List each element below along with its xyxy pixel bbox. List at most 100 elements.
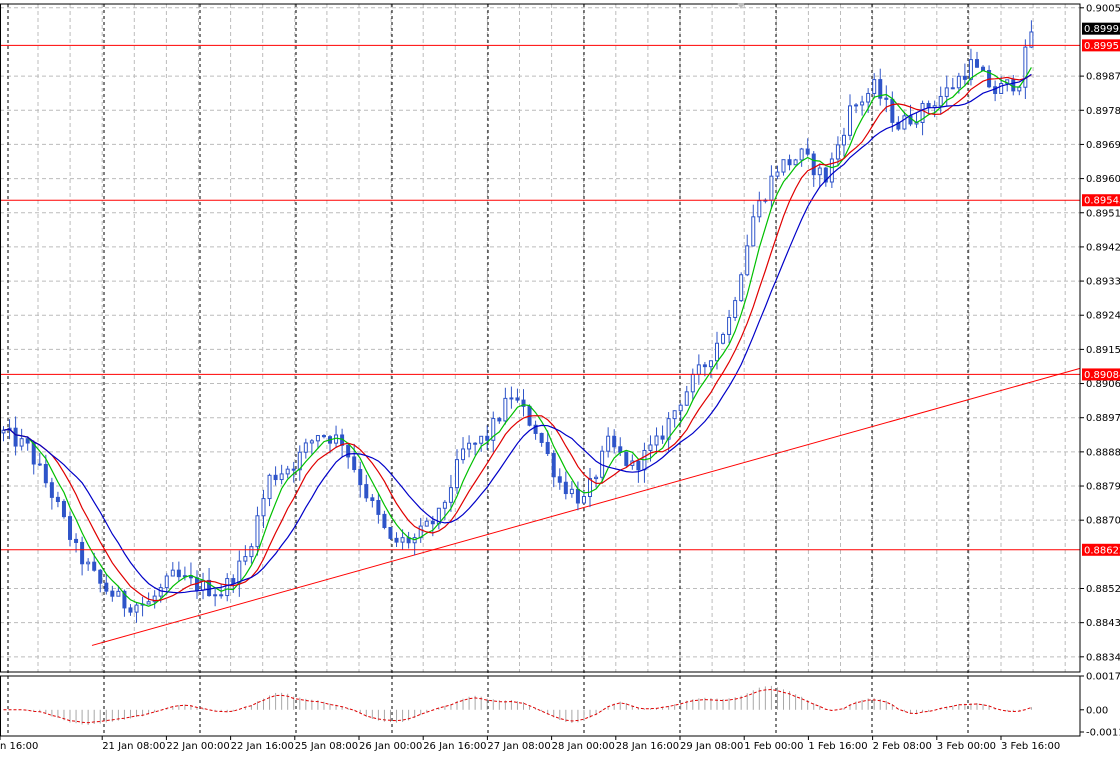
candle-body	[521, 399, 526, 407]
moving-average-line	[3, 67, 1032, 607]
candle-body	[757, 200, 762, 218]
candle-body	[116, 590, 121, 597]
candle-body	[467, 442, 472, 450]
candle-body	[170, 569, 175, 577]
x-tick-label: 25 Jan 08:00	[295, 741, 358, 752]
candle-body	[962, 75, 967, 80]
level-price-badge	[1082, 368, 1120, 381]
candle-body	[225, 578, 230, 597]
candle-body	[624, 451, 629, 466]
candle-body	[61, 501, 66, 518]
candle-body	[509, 397, 514, 400]
candle-body	[721, 333, 726, 344]
candle-body	[618, 446, 623, 453]
candle-body	[654, 435, 659, 446]
candle-body	[811, 153, 816, 176]
candle-body	[956, 75, 961, 89]
candle-body	[31, 442, 36, 465]
candle-body	[370, 497, 375, 502]
moving-average-line	[3, 73, 1032, 594]
candle-body	[86, 561, 91, 565]
current-price-label: 0.89995	[1084, 24, 1120, 35]
candle-body	[678, 404, 683, 412]
candle-body	[110, 590, 115, 597]
x-tick-label: 22 Jan 16:00	[231, 741, 294, 752]
candle-body	[769, 175, 774, 201]
x-tick-label: 28 Jan 16:00	[616, 741, 679, 752]
candle-body	[575, 488, 580, 504]
candle-body	[291, 468, 296, 471]
candle-body	[545, 441, 550, 455]
candle-body	[146, 601, 151, 605]
candle-body	[1017, 86, 1022, 92]
candle-body	[727, 316, 732, 335]
level-price-label: 0.89084	[1084, 370, 1120, 381]
candle-body	[999, 83, 1004, 95]
candle-body	[358, 469, 363, 486]
candle-body	[273, 474, 278, 481]
candle-body	[672, 410, 677, 420]
candle-body	[563, 481, 568, 495]
candle-body	[702, 364, 707, 368]
candle-body	[829, 158, 834, 183]
current-price-badge	[1082, 22, 1120, 35]
candle-body	[346, 444, 351, 458]
candle-body	[835, 144, 840, 160]
candle-body	[660, 435, 665, 440]
candle-body	[878, 79, 883, 99]
level-price-badge	[1082, 194, 1120, 207]
candle-body	[745, 245, 750, 276]
x-tick-label: 3 Feb 00:00	[937, 741, 996, 752]
day-separators	[7, 4, 969, 736]
candle-body	[279, 473, 284, 481]
candle-body	[515, 397, 520, 401]
candle-body	[805, 148, 810, 155]
candle-body	[890, 98, 895, 123]
candle-body	[249, 546, 254, 558]
candle-body	[539, 432, 544, 443]
candle-body	[43, 463, 48, 484]
candle-body	[49, 482, 54, 498]
candle-body	[974, 59, 979, 68]
price-panel-frame	[0, 3, 1081, 673]
candle-body	[896, 121, 901, 130]
candle-body	[551, 453, 556, 478]
candle-body	[823, 167, 828, 183]
candle-body	[309, 440, 314, 444]
candle-body	[533, 424, 538, 434]
candle-body	[557, 476, 562, 483]
moving-average-line	[3, 74, 1032, 602]
candle-body	[267, 474, 272, 500]
candle-body	[424, 520, 429, 527]
candle-body	[841, 134, 846, 146]
candle-body	[213, 594, 218, 597]
candle-body	[1011, 79, 1016, 92]
candle-body	[1029, 31, 1034, 48]
candle-body	[793, 159, 798, 166]
time-axis: n 16:00 21 Jan 08:00 22 Jan 00:00 22 Jan 16…	[0, 736, 1060, 752]
candle-body	[25, 438, 30, 444]
x-tick-label: 1 Feb 00:00	[744, 741, 803, 752]
candle-body	[648, 444, 653, 451]
candle-body	[696, 364, 701, 375]
candle-body	[950, 87, 955, 90]
candle-body	[944, 87, 949, 97]
horizontal-levels	[0, 44, 1080, 551]
oscillator-panel	[3, 685, 1032, 725]
candle-body	[666, 418, 671, 440]
candle-body	[376, 500, 381, 515]
candle-body	[799, 148, 804, 161]
shift-marker	[737, 3, 745, 9]
candle-body	[442, 501, 447, 509]
candle-body	[926, 102, 931, 109]
level-price-badge	[1082, 543, 1120, 556]
